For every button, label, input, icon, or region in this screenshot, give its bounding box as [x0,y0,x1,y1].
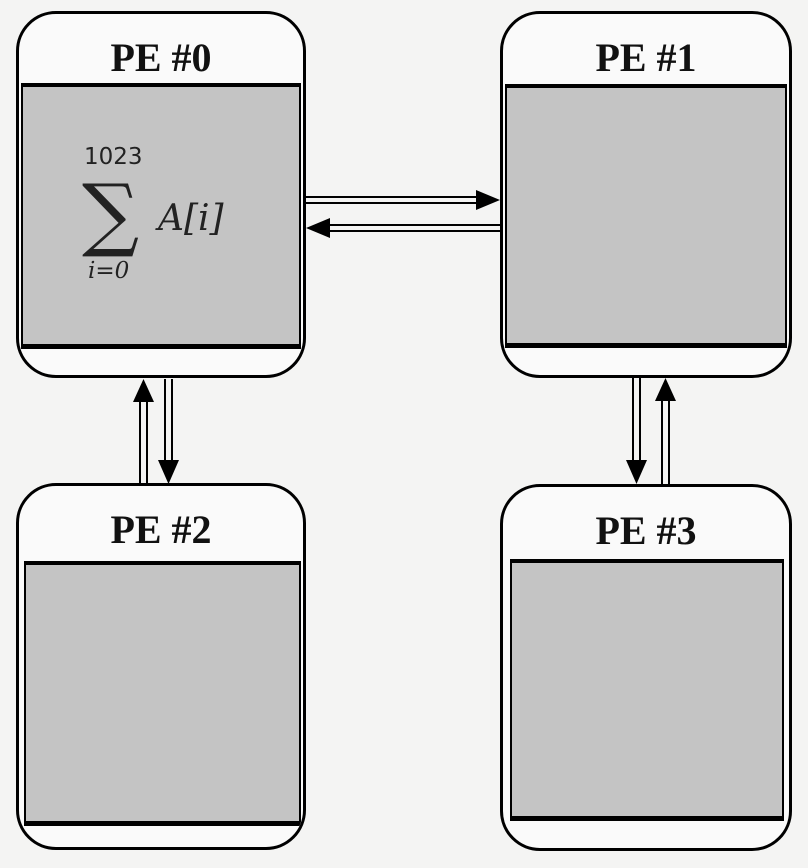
arrow-pe0-to-pe1 [306,190,500,210]
summation-upper-limit: 1023 [84,144,143,170]
pe-0-core [21,83,301,349]
pe-2-title: PE #2 [110,507,212,552]
summation-formula: 1023 ∑ A[i] i=0 [76,138,256,298]
pe-3-core [510,559,784,821]
pe-1-node: PE #1 [500,11,792,378]
pe-0-title: PE #0 [110,35,212,80]
pe-1-title: PE #1 [595,35,697,80]
summation-lower-limit: i=0 [88,258,130,284]
pe-0-node: PE #0 [16,11,306,378]
arrow-pe2-to-pe0 [133,379,154,484]
arrow-pe1-to-pe0 [306,218,500,238]
pe-3-title: PE #3 [595,508,697,553]
pe-3-node: PE #3 [500,484,792,851]
arrow-pe0-to-pe2 [158,379,179,484]
pe-2-node: PE #2 [16,483,306,850]
pe-1-core [505,84,787,348]
arrow-pe3-to-pe1 [655,378,676,484]
summation-term: A[i] [158,198,224,239]
summation-sigma: ∑ [82,167,140,260]
arrow-pe1-to-pe3 [626,378,647,484]
pe-2-core [24,561,301,826]
